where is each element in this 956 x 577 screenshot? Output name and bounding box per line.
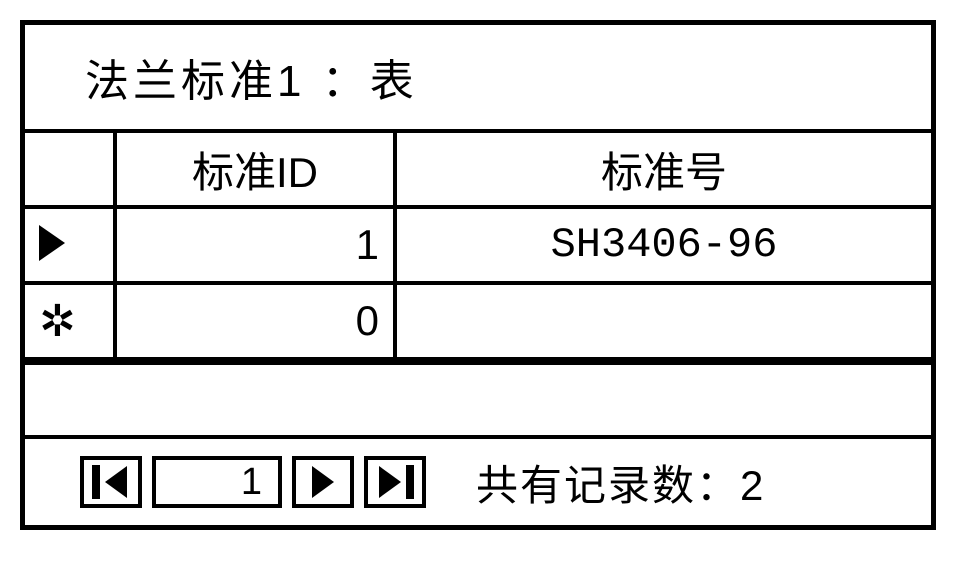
record-nav-bar: 共有记录数：2: [25, 435, 931, 525]
row-selector-new[interactable]: ✲: [25, 283, 115, 359]
window-title: 法兰标准1 ：表: [85, 57, 418, 106]
triangle-right-icon: [379, 466, 401, 498]
title-bar: 法兰标准1 ：表: [25, 25, 931, 129]
table-row[interactable]: ✲ 0: [25, 283, 931, 359]
record-count-label: 共有记录数：2: [476, 452, 765, 513]
nav-last-button[interactable]: [364, 456, 426, 508]
bar-icon: [406, 465, 414, 499]
nav-first-button[interactable]: [80, 456, 142, 508]
triangle-right-icon: [39, 225, 65, 261]
count-value: 2: [740, 462, 765, 509]
col-header-id[interactable]: 标准ID: [115, 131, 395, 207]
cell-id[interactable]: 1: [115, 207, 395, 283]
triangle-left-icon: [105, 466, 127, 498]
asterisk-icon: ✲: [39, 297, 76, 346]
col-header-num[interactable]: 标准号: [395, 131, 931, 207]
triangle-right-icon: [312, 466, 334, 498]
current-record-input[interactable]: [152, 456, 282, 508]
nav-next-button[interactable]: [292, 456, 354, 508]
data-table: 标准ID 标准号 1 SH3406-96 ✲ 0: [25, 129, 931, 361]
spacer: [25, 361, 931, 435]
count-label-text: 共有记录数：: [476, 462, 740, 509]
header-row: 标准ID 标准号: [25, 131, 931, 207]
cell-id[interactable]: 0: [115, 283, 395, 359]
table-row[interactable]: 1 SH3406-96: [25, 207, 931, 283]
bar-icon: [92, 465, 100, 499]
row-selector-current[interactable]: [25, 207, 115, 283]
col-header-selector[interactable]: [25, 131, 115, 207]
data-window: 法兰标准1 ：表 标准ID 标准号 1 SH3406-96 ✲ 0: [20, 20, 936, 530]
cell-num[interactable]: SH3406-96: [395, 207, 931, 283]
cell-num[interactable]: [395, 283, 931, 359]
